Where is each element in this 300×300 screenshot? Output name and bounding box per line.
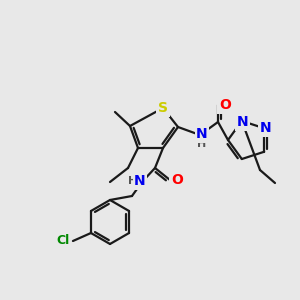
Text: N: N — [260, 121, 271, 135]
Text: H: H — [197, 139, 207, 149]
Text: O: O — [171, 173, 183, 187]
Text: S: S — [158, 101, 168, 115]
Text: N: N — [196, 127, 208, 141]
Text: O: O — [219, 98, 231, 112]
Text: Cl: Cl — [56, 235, 70, 248]
Text: N: N — [237, 115, 249, 129]
Text: N: N — [134, 174, 146, 188]
Text: H: H — [128, 176, 138, 186]
